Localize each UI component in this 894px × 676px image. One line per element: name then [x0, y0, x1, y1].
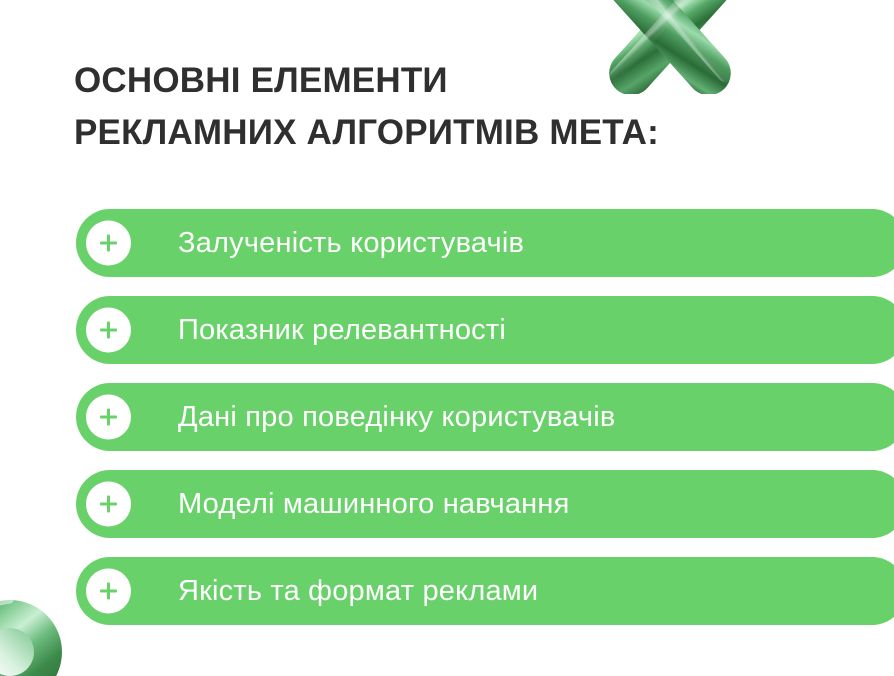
list-item[interactable]: Показник релевантності	[76, 296, 894, 364]
list-item[interactable]: Моделі машинного навчання	[76, 470, 894, 538]
elements-list: Залученість користувачів Показник релева…	[76, 209, 894, 625]
list-item-label: Якість та формат реклами	[178, 574, 539, 607]
page-title-line-2: РЕКЛАМНИХ АЛГОРИТМІВ МЕТА:	[74, 113, 659, 152]
list-item-label: Показник релевантності	[178, 313, 506, 346]
plus-icon[interactable]	[86, 307, 131, 353]
list-item-label: Дані про поведінку користувачів	[178, 400, 616, 433]
list-item[interactable]: Залученість користувачів	[76, 209, 894, 277]
plus-icon[interactable]	[86, 394, 131, 440]
list-item[interactable]: Дані про поведінку користувачів	[76, 383, 894, 451]
plus-icon[interactable]	[86, 481, 131, 527]
plus-icon[interactable]	[86, 568, 131, 614]
list-item-label: Моделі машинного навчання	[178, 487, 570, 520]
page-title-line-1: ОСНОВНІ ЕЛЕМЕНТИ	[74, 61, 448, 100]
list-item[interactable]: Якість та формат реклами	[76, 557, 894, 625]
list-item-label: Залученість користувачів	[178, 226, 525, 259]
page-title: ОСНОВНІ ЕЛЕМЕНТИ РЕКЛАМНИХ АЛГОРИТМІВ МЕ…	[74, 55, 854, 159]
torus-3d-shape	[0, 596, 66, 676]
plus-icon[interactable]	[86, 220, 131, 266]
